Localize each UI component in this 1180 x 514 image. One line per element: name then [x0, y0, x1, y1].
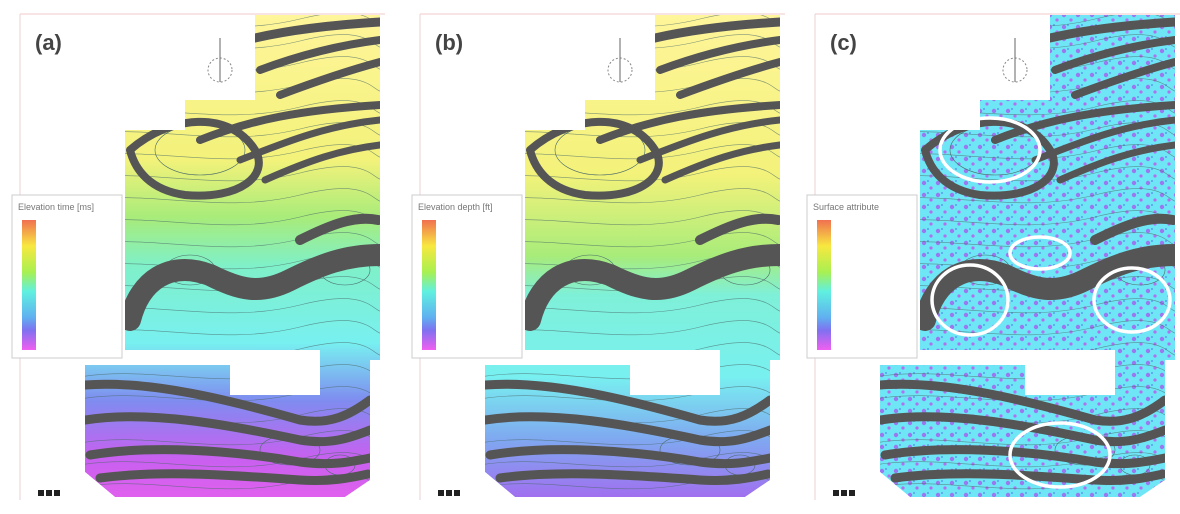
compass	[1002, 38, 1028, 83]
map-panel: (c) Surface attribute	[806, 13, 1180, 500]
fault	[236, 116, 380, 164]
contour	[485, 122, 780, 138]
panel-label: (a)	[35, 30, 62, 55]
fault	[650, 17, 780, 43]
contour	[880, 320, 1175, 336]
fault	[85, 379, 375, 426]
scale-bar	[841, 490, 847, 496]
scale-bar	[446, 490, 452, 496]
fault	[126, 117, 263, 200]
fault	[921, 117, 1058, 200]
contour	[880, 188, 1175, 204]
fault	[519, 244, 780, 331]
contour	[85, 144, 380, 160]
map-panel: (b) Elevation depth [ft]	[411, 13, 785, 500]
contour	[85, 166, 380, 182]
fault	[1071, 58, 1175, 99]
map-cutout	[630, 350, 720, 395]
fault	[880, 379, 1170, 426]
map	[880, 15, 1175, 497]
fault	[485, 379, 775, 426]
contour	[85, 122, 380, 138]
fault	[661, 141, 780, 184]
contour	[880, 166, 1175, 182]
fault	[196, 101, 380, 144]
fault	[991, 101, 1175, 144]
panel-label: (c)	[830, 30, 857, 55]
fault	[276, 58, 380, 99]
map-cutout	[1025, 350, 1115, 395]
highlight-ellipse	[1008, 235, 1072, 271]
map	[485, 15, 780, 497]
fault	[85, 412, 375, 447]
contour	[85, 320, 380, 336]
color-bar	[422, 220, 436, 350]
fault	[636, 116, 780, 164]
fault	[526, 117, 663, 200]
legend-title: Elevation depth [ft]	[418, 202, 493, 212]
highlight-ellipse	[930, 263, 1010, 337]
contour	[485, 166, 780, 182]
panel-label: (b)	[435, 30, 463, 55]
fault	[1031, 116, 1175, 164]
fault	[890, 469, 1168, 486]
contour	[880, 122, 1175, 138]
fault	[495, 469, 773, 486]
contour	[85, 188, 380, 204]
legend-title: Elevation time [ms]	[18, 202, 94, 212]
fault	[914, 244, 1175, 331]
contour	[485, 320, 780, 336]
fault	[250, 17, 380, 43]
color-bar	[22, 220, 36, 350]
fault	[485, 445, 775, 469]
fault	[596, 101, 780, 144]
scale-bar	[438, 490, 444, 496]
fault	[695, 213, 780, 245]
highlight-ellipse	[938, 116, 1042, 184]
fault	[119, 244, 380, 331]
scale-bar	[54, 490, 60, 496]
scale-bar	[454, 490, 460, 496]
fault	[256, 36, 380, 74]
fault	[485, 412, 775, 447]
highlight-ellipse	[1008, 421, 1112, 489]
map-panel: (a) Elevation time [ms]	[11, 13, 385, 500]
contour	[485, 188, 780, 204]
highlight-ellipse	[1092, 266, 1172, 334]
map-cutout	[230, 350, 320, 395]
fault	[1045, 17, 1175, 43]
fault	[1056, 141, 1175, 184]
fault	[1051, 36, 1175, 74]
fault	[880, 412, 1170, 447]
contour	[880, 144, 1175, 160]
fault	[880, 445, 1170, 469]
compass	[207, 38, 233, 83]
fault	[295, 213, 380, 245]
fault	[85, 445, 375, 469]
fault	[261, 141, 380, 184]
contour	[485, 144, 780, 160]
map	[85, 15, 380, 497]
scale-bar	[46, 490, 52, 496]
fault	[1090, 213, 1175, 245]
legend-title: Surface attribute	[813, 202, 879, 212]
contour	[880, 232, 1175, 248]
contour	[85, 232, 380, 248]
scale-bar	[849, 490, 855, 496]
contour	[485, 232, 780, 248]
scale-bar	[833, 490, 839, 496]
fault	[95, 469, 373, 486]
fault	[676, 58, 780, 99]
compass	[607, 38, 633, 83]
fault	[656, 36, 780, 74]
scale-bar	[38, 490, 44, 496]
color-bar	[817, 220, 831, 350]
